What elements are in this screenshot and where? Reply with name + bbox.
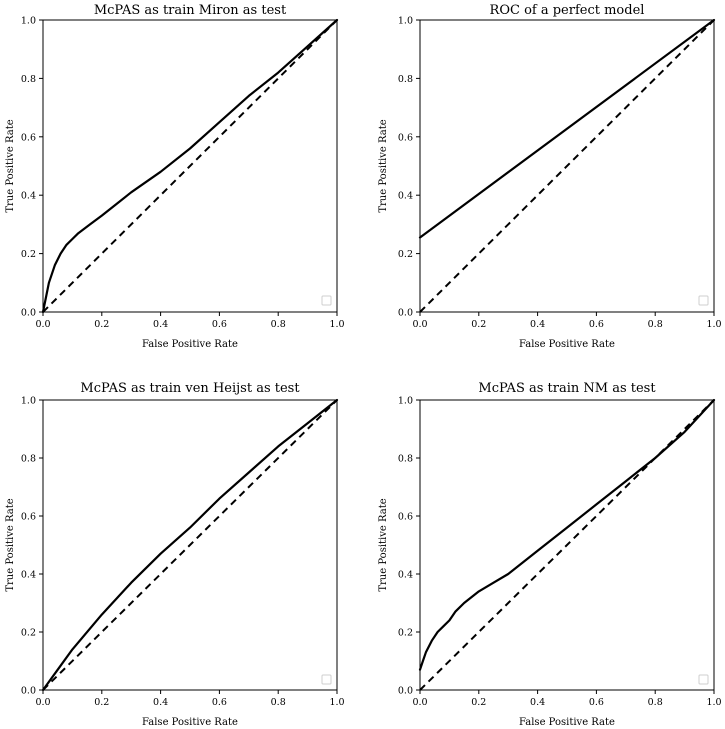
y-tick-label: 0.0 bbox=[398, 686, 413, 697]
y-tick-label: 0.2 bbox=[398, 628, 413, 639]
x-tick-label: 0.8 bbox=[648, 697, 663, 708]
tick-group: 0.0 0.2 0.4 0.6 0.8 1.0 0.0 0.2 0.4 0.6 0.8 1.0 bbox=[21, 16, 345, 331]
roc-curve bbox=[41, 18, 339, 314]
y-tick-label: 1.0 bbox=[398, 16, 413, 27]
y-tick-label: 0.4 bbox=[21, 570, 36, 581]
x-tick-label: 0.4 bbox=[530, 697, 545, 708]
y-tick-label: 1.0 bbox=[21, 16, 36, 27]
x-tick-label: 1.0 bbox=[706, 697, 721, 708]
y-tick-label: 0.6 bbox=[398, 132, 413, 143]
empty-legend bbox=[321, 674, 332, 685]
plot-area bbox=[41, 398, 339, 692]
x-tick-label: 0.8 bbox=[271, 319, 286, 330]
x-tick-label: 0.0 bbox=[35, 319, 50, 330]
empty-legend bbox=[698, 674, 709, 685]
y-tick-label: 0.6 bbox=[21, 132, 36, 143]
chance-line bbox=[419, 399, 715, 691]
y-tick-label: 1.0 bbox=[398, 396, 413, 407]
chance-line bbox=[42, 19, 338, 313]
plot-area bbox=[418, 18, 716, 313]
y-tick-label: 0.0 bbox=[21, 308, 36, 319]
y-tick-label: 0.4 bbox=[398, 191, 413, 202]
y-axis-label: True Positive Rate bbox=[378, 119, 389, 212]
axes-frame bbox=[42, 19, 338, 313]
x-tick-label: 1.0 bbox=[329, 319, 344, 330]
x-tick-label: 0.4 bbox=[530, 319, 545, 330]
chart-title: McPAS as train Miron as test bbox=[94, 3, 287, 18]
axes-frame bbox=[419, 399, 715, 691]
x-tick-label: 0.6 bbox=[212, 319, 227, 330]
axes-frame bbox=[419, 19, 715, 313]
chart-title: McPAS as train NM as test bbox=[478, 381, 656, 396]
y-tick-label: 0.2 bbox=[21, 249, 36, 260]
y-tick-label: 0.0 bbox=[21, 686, 36, 697]
x-tick-label: 0.6 bbox=[212, 697, 227, 708]
y-tick-label: 0.0 bbox=[398, 308, 413, 319]
x-tick-label: 1.0 bbox=[329, 697, 344, 708]
y-tick-label: 0.4 bbox=[21, 191, 36, 202]
roc-curve bbox=[418, 18, 716, 239]
chance-line bbox=[419, 19, 715, 313]
y-axis-label: True Positive Rate bbox=[5, 498, 16, 591]
x-tick-label: 0.2 bbox=[471, 697, 486, 708]
tick-group: 0.0 0.2 0.4 0.6 0.8 1.0 0.0 0.2 0.4 0.6 0.8 1.0 bbox=[398, 396, 722, 709]
y-tick-label: 0.2 bbox=[21, 628, 36, 639]
empty-legend bbox=[698, 295, 709, 306]
chance-line bbox=[42, 399, 338, 691]
x-tick-label: 0.4 bbox=[153, 319, 168, 330]
axes-frame bbox=[42, 399, 338, 691]
roc-panel-nm: McPAS as train NM as test False Positive… bbox=[378, 381, 722, 728]
empty-legend bbox=[321, 295, 332, 306]
x-tick-label: 0.8 bbox=[648, 319, 663, 330]
x-axis-label: False Positive Rate bbox=[519, 339, 615, 350]
x-axis-label: False Positive Rate bbox=[519, 717, 615, 728]
y-tick-label: 1.0 bbox=[21, 396, 36, 407]
plot-area bbox=[418, 398, 716, 691]
y-tick-label: 0.8 bbox=[398, 74, 413, 85]
x-tick-label: 0.6 bbox=[589, 697, 604, 708]
y-tick-label: 0.2 bbox=[398, 249, 413, 260]
y-tick-label: 0.8 bbox=[21, 454, 36, 465]
x-tick-label: 0.0 bbox=[412, 319, 427, 330]
x-tick-label: 0.8 bbox=[271, 697, 286, 708]
x-tick-label: 0.6 bbox=[589, 319, 604, 330]
x-tick-label: 1.0 bbox=[706, 319, 721, 330]
x-axis-label: False Positive Rate bbox=[142, 717, 238, 728]
y-tick-label: 0.6 bbox=[398, 512, 413, 523]
roc-panel-ven-heijst: McPAS as train ven Heijst as test False … bbox=[5, 381, 345, 728]
chart-title: McPAS as train ven Heijst as test bbox=[80, 381, 300, 396]
x-tick-label: 0.2 bbox=[94, 319, 109, 330]
roc-curve bbox=[418, 398, 716, 671]
tick-group: 0.0 0.2 0.4 0.6 0.8 1.0 0.0 0.2 0.4 0.6 0.8 1.0 bbox=[398, 16, 722, 331]
x-tick-label: 0.2 bbox=[471, 319, 486, 330]
roc-curve bbox=[41, 398, 339, 692]
y-tick-label: 0.6 bbox=[21, 512, 36, 523]
x-tick-label: 0.0 bbox=[35, 697, 50, 708]
y-tick-label: 0.4 bbox=[398, 570, 413, 581]
x-tick-label: 0.0 bbox=[412, 697, 427, 708]
y-tick-label: 0.8 bbox=[398, 454, 413, 465]
plot-area bbox=[41, 18, 339, 314]
y-axis-label: True Positive Rate bbox=[378, 498, 389, 591]
roc-panel-miron: McPAS as train Miron as test False Posit… bbox=[5, 3, 345, 350]
x-axis-label: False Positive Rate bbox=[142, 339, 238, 350]
tick-group: 0.0 0.2 0.4 0.6 0.8 1.0 0.0 0.2 0.4 0.6 0.8 1.0 bbox=[21, 396, 345, 709]
x-tick-label: 0.4 bbox=[153, 697, 168, 708]
y-tick-label: 0.8 bbox=[21, 74, 36, 85]
roc-panel-perfect: ROC of a perfect model False Positive Ra… bbox=[378, 3, 722, 350]
x-tick-label: 0.2 bbox=[94, 697, 109, 708]
chart-title: ROC of a perfect model bbox=[490, 3, 645, 18]
y-axis-label: True Positive Rate bbox=[5, 119, 16, 212]
